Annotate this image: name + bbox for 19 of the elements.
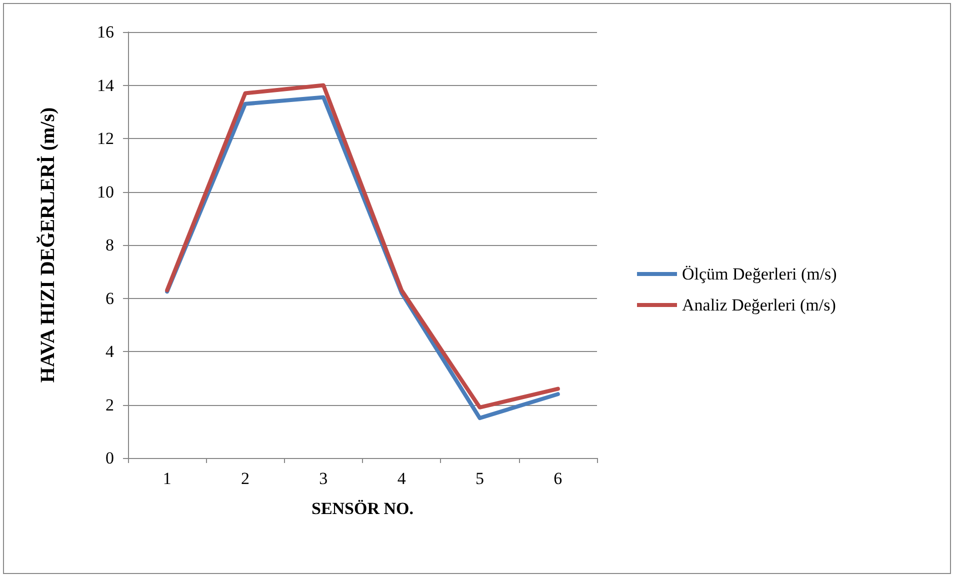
x-tick-label: 4 bbox=[397, 469, 406, 488]
y-tick-label: 14 bbox=[97, 76, 114, 95]
legend-label: Analiz Değerleri (m/s) bbox=[682, 296, 836, 314]
legend-label: Ölçüm Değerleri (m/s) bbox=[682, 264, 837, 284]
x-tick-label: 1 bbox=[162, 469, 172, 488]
y-axis-title: HAVA HIZI DEĞERLERİ (m/s) bbox=[36, 107, 59, 383]
y-tick-label: 2 bbox=[106, 395, 114, 414]
y-tick-label: 8 bbox=[106, 236, 114, 254]
x-axis-title: SENSÖR NO. bbox=[311, 499, 414, 518]
x-tick-label: 2 bbox=[241, 469, 250, 488]
y-tick-label: 4 bbox=[106, 342, 114, 361]
y-tick-label: 6 bbox=[106, 288, 114, 308]
y-tick-label: 10 bbox=[97, 182, 114, 202]
x-tick-label: 5 bbox=[476, 469, 484, 488]
y-tick-label: 0 bbox=[106, 448, 114, 468]
y-tick-label: 12 bbox=[97, 129, 114, 148]
x-tick-label: 3 bbox=[319, 469, 328, 488]
x-tick-label: 6 bbox=[554, 469, 562, 488]
y-tick-label: 16 bbox=[97, 22, 114, 42]
